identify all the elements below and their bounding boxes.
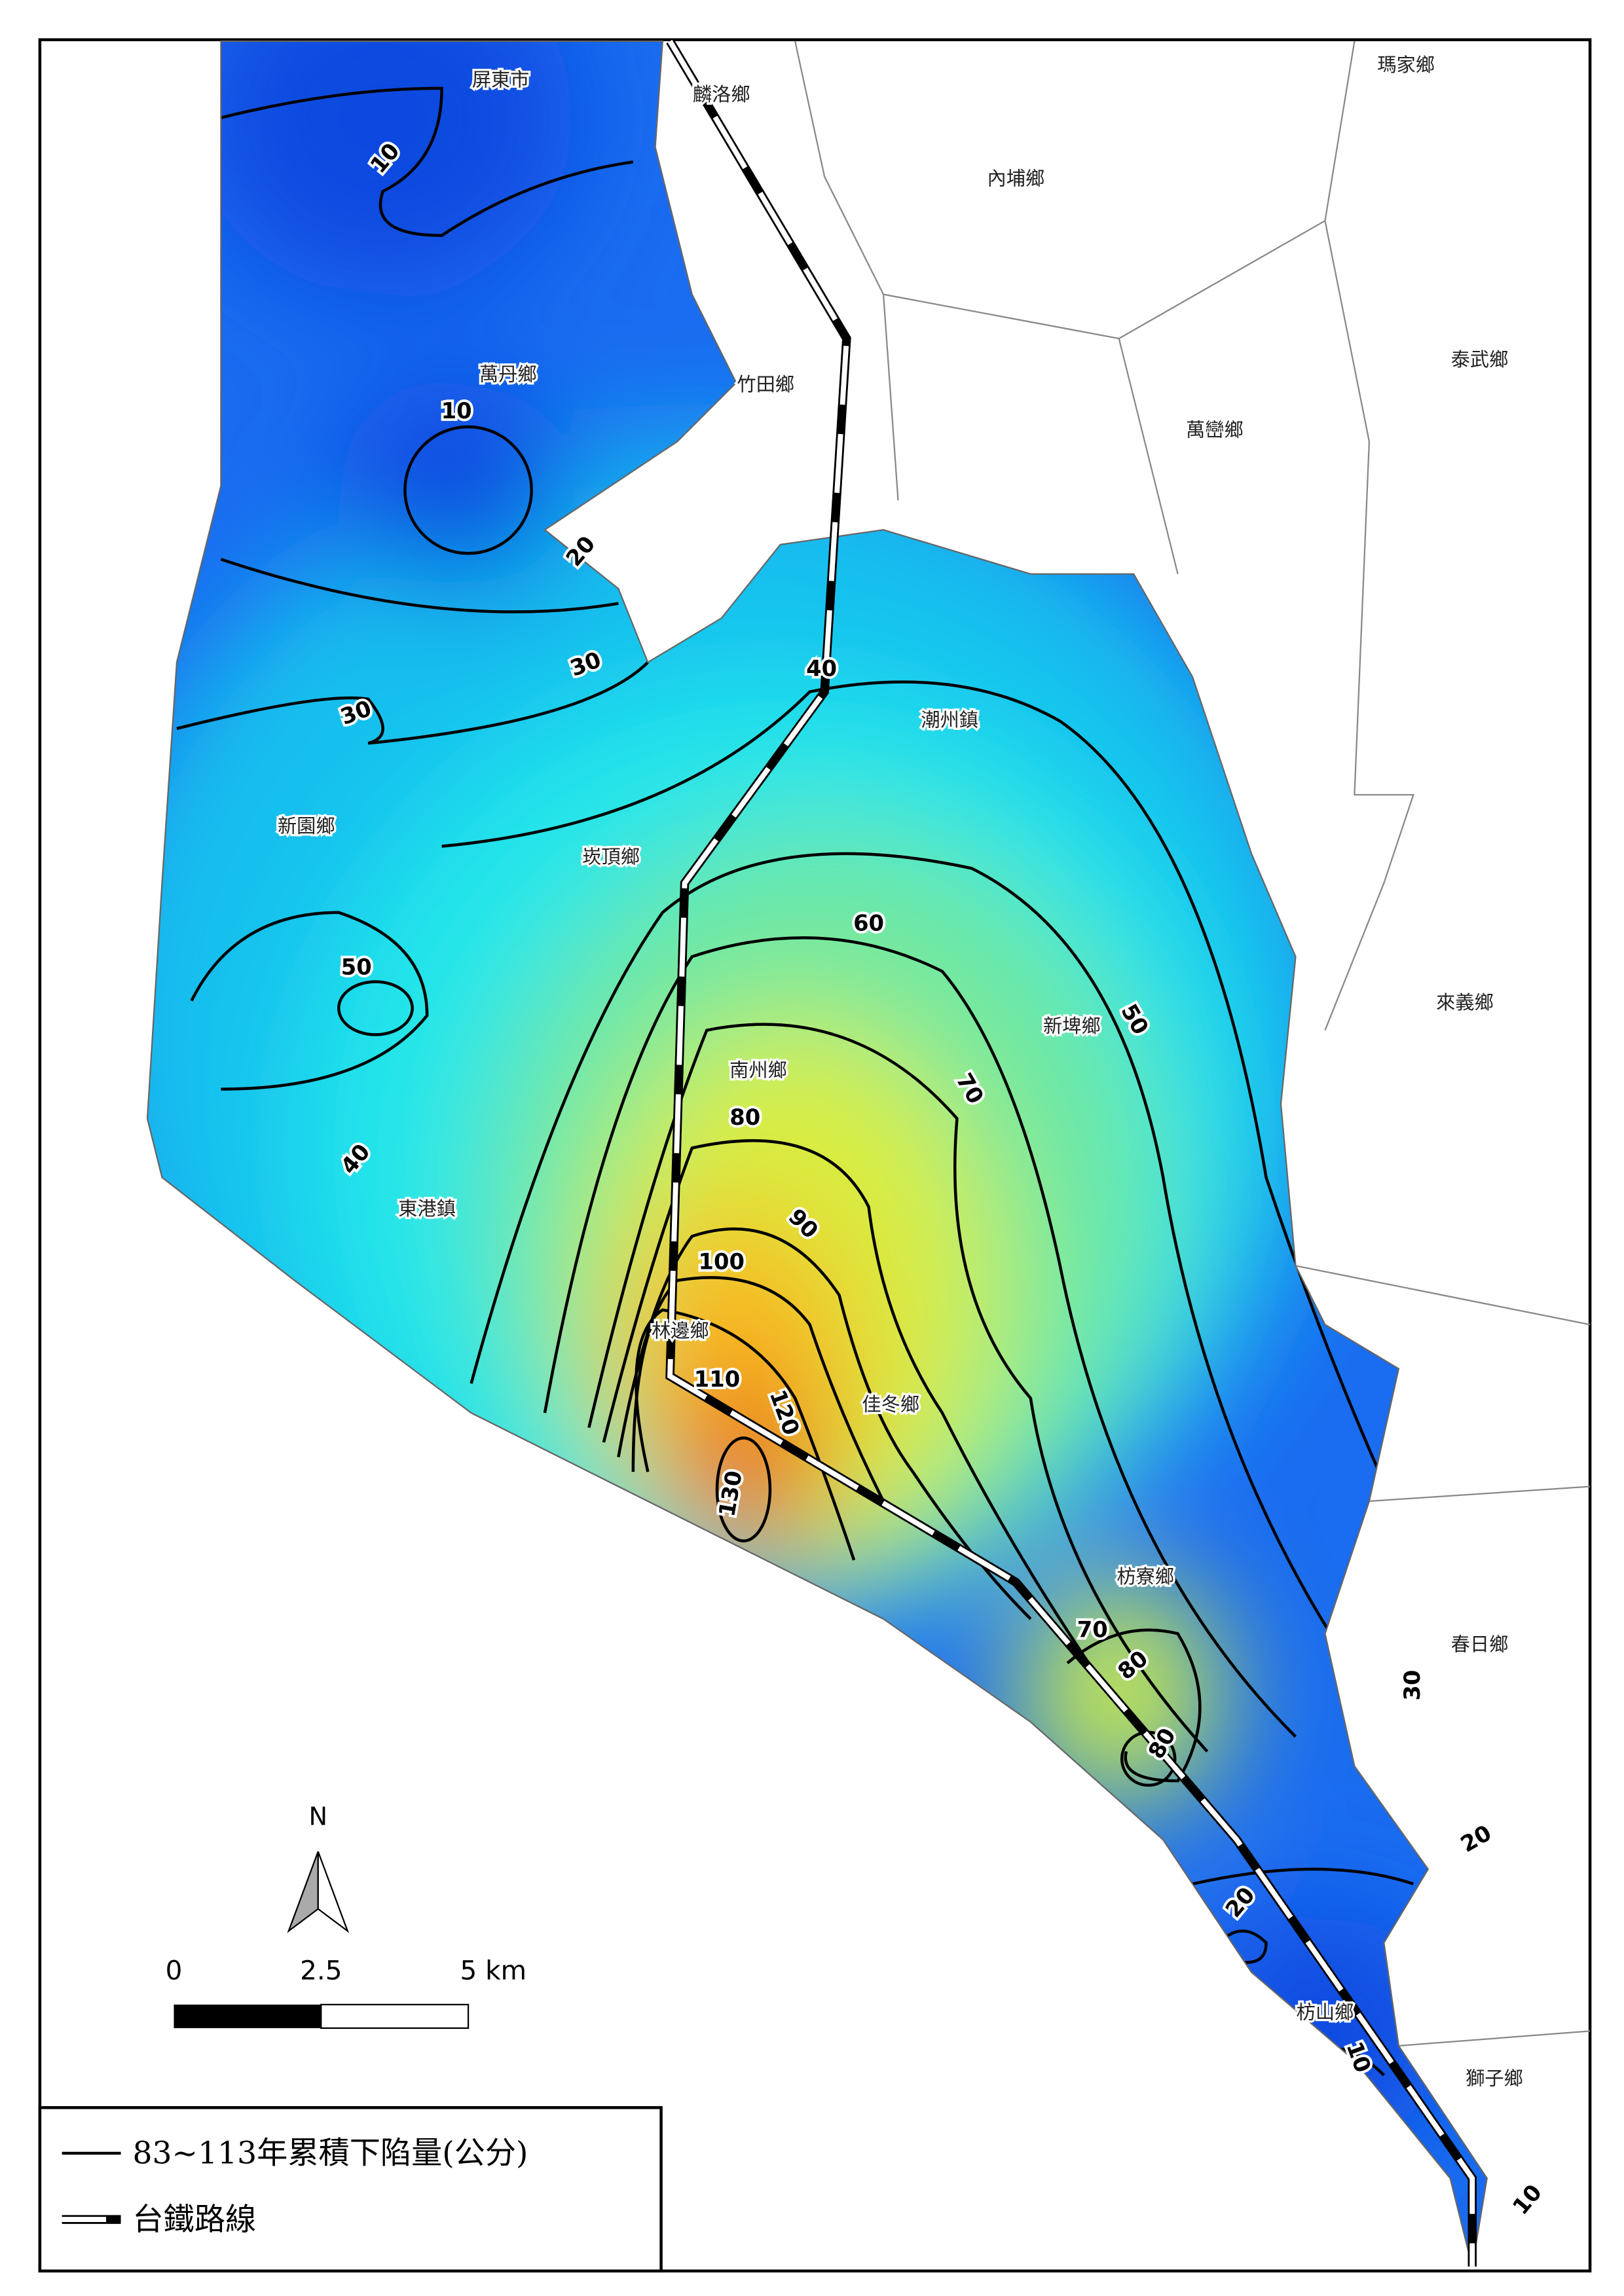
township-name: 竹田鄉: [737, 373, 794, 395]
township-name: 佳冬鄉: [862, 1393, 919, 1415]
township-name: 林邊鄉: [652, 1320, 709, 1342]
township-name: 春日鄉: [1451, 1633, 1509, 1655]
north-arrow: N: [287, 1803, 350, 1933]
contours: [176, 86, 1414, 2077]
scale-bar: 0 2.5 5 km: [166, 1955, 526, 2029]
township-name: 內埔鄉: [987, 167, 1045, 189]
township-name: 枋山鄉: [1297, 2001, 1354, 2023]
township-boundaries: [794, 41, 1591, 2047]
contour-label: 40: [806, 655, 837, 681]
township-name: 屏東市: [472, 69, 530, 91]
contour-label: 60: [853, 910, 884, 936]
township-name: 來義鄉: [1436, 991, 1494, 1013]
legend: 83~113年累積下陷量(公分) 台鐵路線: [38, 2105, 663, 2273]
township-name: 新埤鄉: [1043, 1015, 1101, 1037]
township-name: 崁頂鄉: [582, 846, 640, 868]
scale-label: 0: [166, 1955, 183, 1986]
contour-label: 110: [694, 1366, 740, 1392]
legend-label: 83~113年累積下陷量(公分): [133, 2136, 528, 2172]
north-label: N: [308, 1803, 327, 1832]
contour-label: 100: [699, 1248, 745, 1274]
township-name: 潮州鎮: [921, 709, 978, 731]
scale-label: 2.5: [300, 1955, 342, 1986]
township-name: 新園鄉: [278, 814, 335, 837]
contour-label: 50: [341, 955, 372, 980]
township-name: 瑪家鄉: [1377, 54, 1435, 76]
contour-label: 30: [1399, 1670, 1425, 1701]
contour-label: 10: [441, 398, 472, 424]
township-name: 枋寮鄉: [1116, 1565, 1174, 1588]
township-name: 麟洛鄉: [693, 83, 750, 105]
township-name: 萬巒鄉: [1186, 419, 1244, 441]
contour-label: 80: [729, 1104, 760, 1130]
railway: [665, 39, 1477, 2267]
scale-label: 5 km: [460, 1955, 526, 1986]
township-name: 萬丹鄉: [479, 363, 537, 385]
township-name: 南州鄉: [729, 1059, 787, 1082]
legend-label: 台鐵路線: [133, 2202, 257, 2238]
contour-label: 70: [1077, 1616, 1108, 1642]
township-name: 泰武鄉: [1451, 348, 1509, 371]
township-name: 獅子鄉: [1466, 2068, 1523, 2090]
township-name: 東港鎮: [398, 1197, 456, 1220]
